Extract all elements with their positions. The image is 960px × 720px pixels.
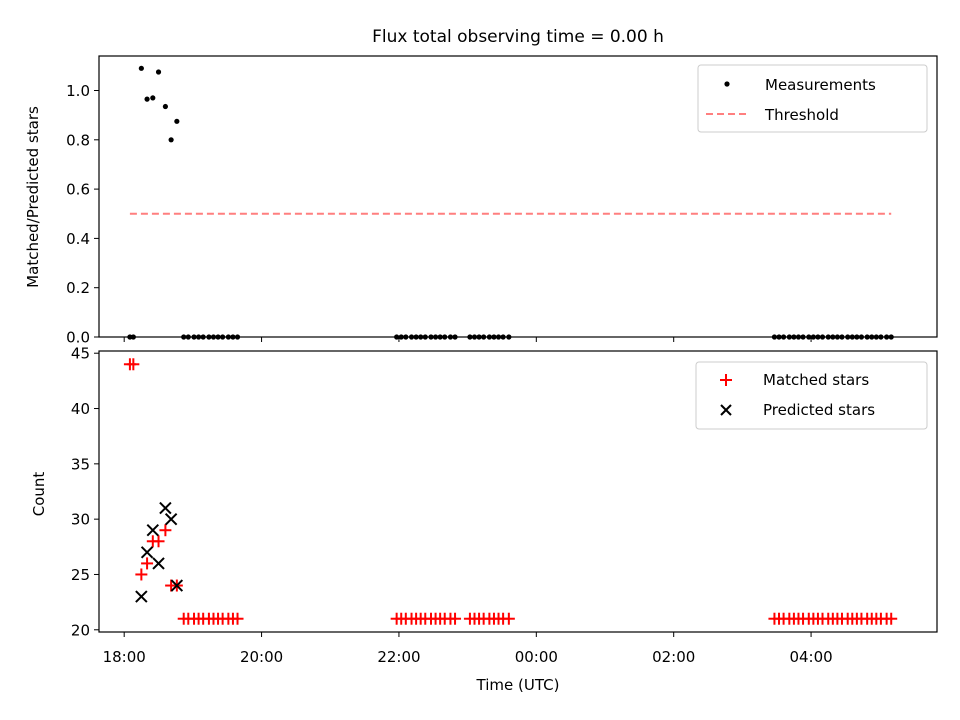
predicted-star-point [146, 524, 160, 537]
predicted-marker-b [164, 512, 178, 526]
bottom-panel: 20 25 30 35 40 45 18:00 20:00 22:00 00:00 02:00 04… [30, 345, 938, 694]
figure-title: Flux total observing time = 0.00 h [372, 27, 664, 47]
top-axes-frame [98, 55, 938, 338]
x-tick-label: 02:00 [652, 648, 695, 666]
top-x-ticks [123, 337, 812, 342]
measurement-point [155, 69, 162, 75]
matched-star-point [231, 612, 244, 625]
legend-threshold-label: Threshold [764, 106, 839, 124]
bottom-marks [123, 358, 898, 625]
bottom-y-ticks: 20 25 30 35 40 45 [71, 345, 99, 639]
legend-measurements-marker [724, 81, 730, 87]
bottom-x-ticks: 18:00 20:00 22:00 00:00 02:00 04:00 [103, 632, 833, 666]
legend-matched-marker [720, 374, 732, 386]
legend-predicted-marker [720, 404, 732, 416]
legend-predicted-label: Predicted stars [763, 401, 875, 419]
predicted-star-point [159, 501, 172, 515]
matched-star-point [135, 568, 148, 581]
matched-star-point [449, 612, 462, 625]
y-tick-label: 0.4 [66, 230, 90, 248]
predicted-marker-b [135, 590, 148, 603]
matched-star-point [159, 524, 172, 537]
y-tick-label: 30 [71, 511, 90, 529]
bottom-legend: Matched stars Predicted stars [695, 361, 928, 430]
y-tick-label: 45 [71, 345, 90, 363]
x-tick-label: 20:00 [240, 648, 283, 666]
y-tick-label: 0.2 [66, 279, 90, 297]
top-y-ticks: 0.0 0.2 0.4 0.6 0.8 1.0 [66, 82, 99, 347]
matched-star-point [141, 557, 154, 570]
legend-matched-label: Matched stars [763, 371, 869, 389]
predicted-star-point [170, 579, 184, 592]
predicted-star-point [135, 590, 148, 603]
top-legend-box [697, 64, 928, 133]
bottom-y-axis-label: Count [30, 472, 48, 517]
x-tick-label: 18:00 [103, 648, 146, 666]
x-tick-label: 04:00 [789, 648, 832, 666]
predicted-marker-b [170, 579, 184, 592]
top-legend: Measurements Threshold [697, 64, 928, 133]
predicted-marker-b [152, 557, 165, 570]
x-tick-label: 22:00 [377, 648, 420, 666]
predicted-star-point [164, 512, 178, 526]
measurement-point [150, 95, 156, 101]
y-tick-label: 40 [71, 400, 90, 418]
matched-star-point [152, 535, 165, 548]
measurement-point [162, 103, 168, 110]
y-tick-label: 20 [71, 621, 90, 639]
predicted-marker-b [146, 524, 160, 537]
predicted-marker-b [159, 501, 172, 515]
bottom-axes-frame [98, 350, 938, 633]
matched-star-point [885, 612, 898, 625]
y-tick-label: 35 [71, 455, 90, 473]
matched-star-point [127, 358, 140, 371]
bottom-legend-box [695, 361, 928, 430]
y-tick-label: 25 [71, 566, 90, 584]
measurement-point [138, 65, 144, 71]
legend-measurements-label: Measurements [765, 76, 876, 94]
predicted-star-point [140, 546, 154, 559]
top-y-axis-label: Matched/Predicted stars [24, 106, 42, 288]
measurement-point [144, 96, 150, 102]
bottom-x-axis-label: Time (UTC) [476, 676, 560, 694]
predicted-star-point [152, 557, 165, 570]
y-tick-label: 1.0 [66, 82, 90, 100]
measurement-point [174, 118, 180, 124]
y-tick-label: 0.8 [66, 131, 90, 149]
matched-star-point [502, 612, 515, 625]
top-panel: 0.0 0.2 0.4 0.6 0.8 1.0 Matched/Predicted sta… [24, 55, 938, 347]
measurement-point [168, 137, 174, 143]
predicted-marker-b [140, 546, 154, 559]
x-tick-label: 00:00 [515, 648, 558, 666]
y-tick-label: 0.0 [66, 329, 90, 347]
y-tick-label: 0.6 [66, 181, 90, 199]
